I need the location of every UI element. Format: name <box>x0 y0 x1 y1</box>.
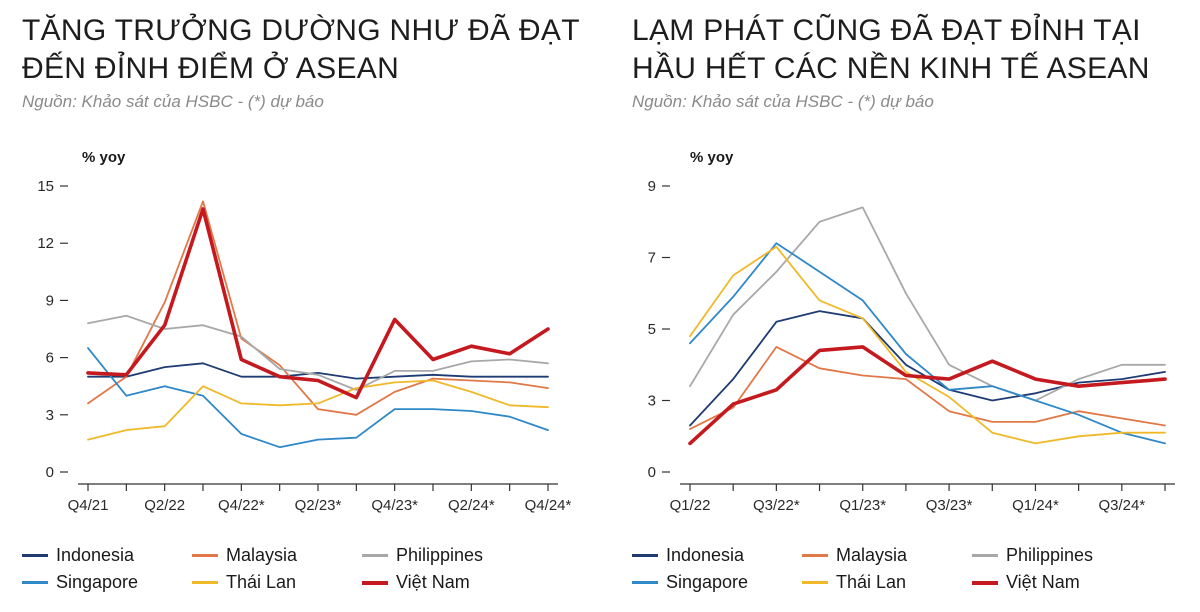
legend-item-singapore: Singapore <box>632 572 802 593</box>
series-line-thai-lan <box>87 379 549 441</box>
y-tick-label: 9 <box>46 292 54 309</box>
legend-swatch <box>362 554 388 557</box>
legend-swatch <box>972 554 998 557</box>
legend-label: Thái Lan <box>836 572 907 592</box>
x-tick-label: Q1/22 <box>670 497 711 514</box>
chart-source: Nguồn: Khảo sát của HSBC - (*) dự báo <box>22 92 324 111</box>
legend-item-thai-lan: Thái Lan <box>192 572 362 593</box>
legend-item-malaysia: Malaysia <box>192 545 362 566</box>
legend-item-philippines: Philippines <box>362 545 562 566</box>
x-tick-label: Q4/22* <box>218 497 265 514</box>
series-line-philippines <box>87 314 549 391</box>
legend-item-philippines: Philippines <box>972 545 1172 566</box>
y-tick-label: 3 <box>46 407 54 424</box>
legend-item-viet-nam: Việt Nam <box>362 572 562 593</box>
x-tick-label: Q4/24* <box>525 497 572 514</box>
chart-title: TĂNG TRƯỞNG DƯỜNG NHƯ ĐÃ ĐẠT ĐẾN ĐỈNH ĐI… <box>22 12 592 88</box>
legend-label: Philippines <box>396 545 484 565</box>
legend-item-singapore: Singapore <box>22 572 192 593</box>
legend-swatch <box>802 581 828 584</box>
x-tick-label: Q4/23* <box>371 497 418 514</box>
growth-line-chart: % yoy 0 3 6 9 12 15 Q4/21 Q2/22 Q4/22* Q2/23* Q4/23… <box>37 149 572 514</box>
legend-swatch <box>632 581 658 584</box>
chart-legend: Indonesia Malaysia Philippines Singapore Thá… <box>22 545 582 593</box>
legend-label: Việt Nam <box>1006 572 1080 592</box>
legend-swatch <box>192 581 218 584</box>
legend-label: Malaysia <box>836 545 908 565</box>
x-tick-label: Q1/24* <box>1012 497 1059 514</box>
x-tick-label: Q2/24* <box>448 497 495 514</box>
y-axis-unit-label: % yoy <box>690 149 734 166</box>
y-tick-label: 7 <box>648 250 656 267</box>
chart-title-line-1: LẠM PHÁT CŨNG ĐÃ ĐẠT ĐỈNH TẠI <box>632 14 1141 47</box>
inflation-chart-panel: LẠM PHÁT CŨNG ĐÃ ĐẠT ĐỈNH TẠI HẦU HẾT CÁ… <box>610 0 1200 612</box>
y-tick-label: 0 <box>648 464 656 481</box>
legend-label: Indonesia <box>666 545 745 565</box>
chart-title-line-1: TĂNG TRƯỞNG DƯỜNG NHƯ ĐÃ ĐẠT <box>22 14 580 47</box>
series-line-singapore <box>87 347 549 449</box>
y-tick-label: 3 <box>648 393 656 410</box>
legend-swatch <box>22 554 48 557</box>
y-tick-label: 0 <box>46 464 54 481</box>
series-line-thai-lan <box>689 245 1166 445</box>
legend-label: Malaysia <box>226 545 298 565</box>
legend-item-indonesia: Indonesia <box>632 545 802 566</box>
legend-swatch <box>22 581 48 584</box>
y-tick-label: 5 <box>648 321 656 338</box>
legend-swatch <box>362 580 388 585</box>
series-line-malaysia <box>87 200 549 416</box>
x-tick-label: Q3/23* <box>926 497 973 514</box>
chart-source: Nguồn: Khảo sát của HSBC - (*) dự báo <box>632 92 934 111</box>
legend-label: Philippines <box>1006 545 1094 565</box>
x-tick-label: Q4/21 <box>68 497 109 514</box>
growth-chart-panel: TĂNG TRƯỞNG DƯỜNG NHƯ ĐÃ ĐẠT ĐẾN ĐỈNH ĐI… <box>22 12 592 593</box>
y-tick-label: 15 <box>37 178 54 195</box>
series-line-philippines <box>689 206 1166 402</box>
series-line-indonesia <box>87 362 549 380</box>
y-tick-label: 12 <box>37 235 54 252</box>
legend-swatch <box>802 554 828 557</box>
legend-label: Indonesia <box>56 545 135 565</box>
x-tick-label: Q3/24* <box>1098 497 1145 514</box>
legend-item-thai-lan: Thái Lan <box>802 572 972 593</box>
legend-item-indonesia: Indonesia <box>22 545 192 566</box>
series-line-malaysia <box>689 345 1166 431</box>
legend-label: Việt Nam <box>396 572 470 592</box>
x-tick-label: Q3/22* <box>753 497 800 514</box>
chart-title: LẠM PHÁT CŨNG ĐÃ ĐẠT ĐỈNH TẠI HẦU HẾT CÁ… <box>632 12 1200 88</box>
x-tick-label: Q1/23* <box>839 497 886 514</box>
legend-label: Singapore <box>666 572 749 592</box>
legend-item-viet-nam: Việt Nam <box>972 572 1172 593</box>
chart-title-line-2: ĐẾN ĐỈNH ĐIỂM Ở ASEAN <box>22 52 400 85</box>
chart-title-line-2: HẦU HẾT CÁC NỀN KINH TẾ ASEAN <box>632 52 1150 85</box>
legend-swatch <box>632 554 658 557</box>
y-tick-label: 9 <box>648 178 656 195</box>
y-tick-label: 6 <box>46 350 54 367</box>
inflation-line-chart: % yoy 0 3 5 7 9 Q1/22 Q3/22* Q1/23* Q3/23* Q1/24* Q… <box>648 149 1175 514</box>
x-tick-label: Q2/23* <box>295 497 342 514</box>
chart-legend: Indonesia Malaysia Philippines Singapore Thá… <box>632 545 1192 593</box>
series-line-viet-nam <box>86 207 550 400</box>
y-axis-unit-label: % yoy <box>82 149 126 166</box>
x-tick-label: Q2/22 <box>144 497 185 514</box>
legend-item-malaysia: Malaysia <box>802 545 972 566</box>
legend-swatch <box>192 554 218 557</box>
series-line-viet-nam <box>688 345 1167 446</box>
legend-label: Singapore <box>56 572 139 592</box>
legend-swatch <box>972 580 998 585</box>
legend-label: Thái Lan <box>226 572 297 592</box>
